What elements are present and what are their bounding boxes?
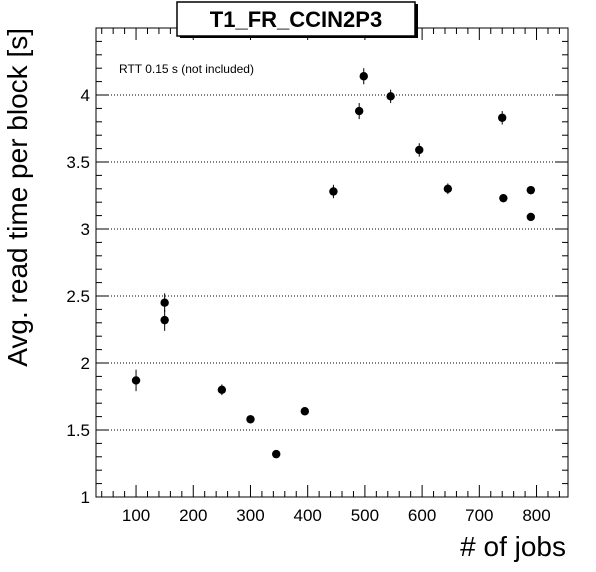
data-point (160, 293, 169, 313)
y-tick-label: 3.5 (66, 153, 90, 172)
data-marker (354, 106, 364, 116)
data-point (246, 415, 255, 424)
data-point (386, 89, 395, 104)
y-tick-label: 4 (81, 86, 90, 105)
data-point (526, 185, 536, 195)
data-point (329, 184, 338, 199)
chart-title: T1_FR_CCIN2P3 (210, 7, 382, 32)
data-marker (160, 315, 169, 325)
data-marker (217, 385, 227, 394)
data-marker (499, 193, 508, 203)
data-marker (329, 187, 338, 196)
data-marker (246, 415, 255, 424)
data-marker (272, 449, 281, 459)
gridlines (96, 94, 568, 431)
data-marker (526, 185, 536, 195)
data-marker (359, 72, 368, 81)
annotation-text: RTT 0.15 s (not included) (119, 62, 254, 76)
y-tick-label: 1 (81, 488, 90, 507)
x-tick-label: 400 (293, 506, 321, 525)
x-axis-title: # of jobs (460, 531, 566, 562)
data-point (498, 111, 507, 125)
x-tick-label: 100 (122, 506, 150, 525)
data-marker (386, 92, 395, 101)
data-point (272, 449, 281, 459)
x-tick-label: 300 (236, 506, 264, 525)
data-point (415, 143, 424, 157)
x-tick-label: 700 (465, 506, 493, 525)
data-marker (160, 298, 169, 307)
x-tick-label: 500 (351, 506, 379, 525)
data-point (354, 103, 364, 120)
axis-ticks (96, 27, 568, 498)
data-point (526, 212, 536, 222)
data-points (131, 68, 536, 459)
y-tick-label: 2.5 (66, 287, 90, 306)
y-axis-title: Avg. read time per block [s] (2, 28, 33, 367)
data-point (359, 68, 368, 85)
data-marker (415, 145, 424, 155)
data-point (131, 369, 141, 392)
x-tick-label: 600 (408, 506, 436, 525)
y-tick-label: 3 (81, 220, 90, 239)
plot-frame (95, 27, 569, 498)
data-point (160, 309, 169, 331)
data-marker (131, 376, 141, 385)
y-tick-label: 2 (81, 354, 90, 373)
data-marker (526, 212, 536, 222)
data-point (499, 193, 508, 203)
data-point (217, 384, 227, 396)
data-point (300, 407, 310, 416)
y-tick-label: 1.5 (66, 421, 90, 440)
data-point (443, 183, 453, 195)
data-marker (300, 407, 310, 416)
title-box (176, 1, 416, 37)
data-marker (498, 113, 507, 122)
tick-labels: 1 1.5 2 2.5 3 3.5 4 100 200 300 400 500 600 700 800 (66, 86, 550, 525)
x-tick-label: 800 (522, 506, 550, 525)
x-tick-label: 200 (179, 506, 207, 525)
data-marker (443, 184, 453, 193)
